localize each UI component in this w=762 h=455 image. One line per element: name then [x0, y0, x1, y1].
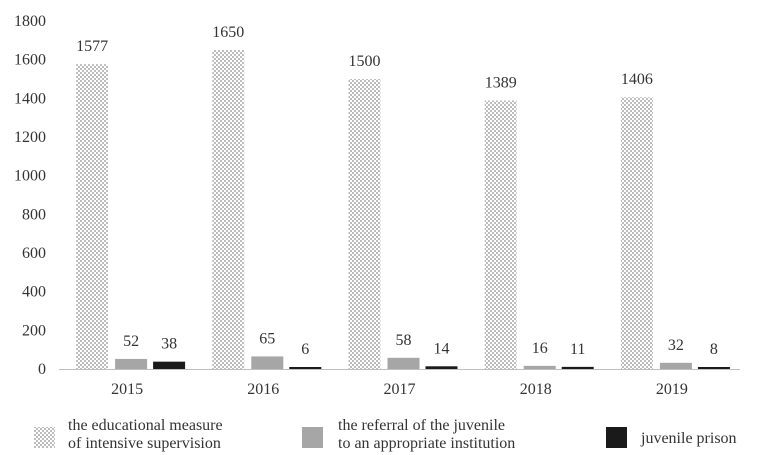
x-tick-label: 2018 — [520, 381, 552, 398]
bar-2016-series-3 — [289, 367, 322, 369]
data-label: 1650 — [212, 24, 244, 41]
x-tick-label: 2015 — [111, 381, 143, 398]
y-tick-label: 1000 — [14, 168, 46, 185]
bar-2016-series-2 — [251, 356, 284, 369]
bar-2015-series-1 — [76, 64, 109, 369]
data-label: 6 — [301, 341, 309, 358]
y-tick-label: 0 — [38, 361, 46, 378]
bar-2018-series-2 — [523, 365, 556, 369]
data-label: 1406 — [621, 71, 653, 88]
y-tick-label: 200 — [22, 322, 46, 339]
data-label: 65 — [259, 330, 275, 347]
data-label: 1577 — [76, 38, 108, 55]
bar-2019-series-2 — [659, 362, 692, 369]
x-tick-label: 2016 — [247, 381, 279, 398]
bar-2019-series-1 — [620, 97, 653, 369]
y-tick-label: 1400 — [14, 90, 46, 107]
data-label: 11 — [570, 341, 585, 358]
data-label: 14 — [434, 340, 450, 357]
data-label: 32 — [668, 337, 684, 354]
y-tick-label: 400 — [22, 284, 46, 301]
bar-2015-series-3 — [153, 361, 186, 369]
legend-label: of intensive supervision — [68, 435, 221, 452]
bar-2015-series-2 — [115, 358, 148, 369]
bar-2018-series-1 — [484, 100, 517, 370]
legend-swatch — [606, 427, 627, 448]
data-label: 58 — [396, 332, 412, 349]
data-label: 38 — [161, 336, 177, 353]
legend-label: to an appropriate institution — [338, 435, 515, 452]
legend-label: juvenile prison — [640, 430, 737, 447]
data-label: 1389 — [485, 74, 517, 91]
data-label: 1500 — [349, 53, 381, 70]
legend-label: the educational measure — [68, 417, 223, 434]
y-tick-label: 600 — [22, 245, 46, 262]
bar-2017-series-2 — [387, 357, 420, 369]
legend-swatch — [34, 427, 55, 448]
bar-2017-series-1 — [348, 79, 381, 369]
y-axis: 0 200 400 600 800 1000 1200 1400 1600 1800 — [14, 13, 46, 378]
x-axis: 2015 2016 2017 2018 2019 — [59, 369, 740, 398]
legend-label: the referral of the juvenile — [338, 417, 505, 434]
bar-2018-series-3 — [561, 366, 594, 369]
x-tick-label: 2019 — [656, 381, 688, 398]
y-tick-label: 800 — [22, 206, 46, 223]
bar-2017-series-3 — [425, 366, 458, 369]
data-label: 16 — [532, 340, 548, 357]
bar-2016-series-1 — [212, 50, 245, 369]
legend-swatch — [302, 427, 323, 448]
bars — [76, 50, 730, 370]
x-tick-label: 2017 — [384, 381, 416, 398]
bar-2019-series-3 — [697, 367, 730, 369]
data-label: 52 — [123, 333, 139, 350]
data-label: 8 — [710, 341, 718, 358]
data-labels: 1577 52 38 1650 65 6 1500 58 14 1389 16 11 1406 32 8 — [76, 24, 718, 358]
y-tick-label: 1800 — [14, 13, 46, 30]
y-tick-label: 1200 — [14, 129, 46, 146]
y-tick-label: 1600 — [14, 52, 46, 69]
